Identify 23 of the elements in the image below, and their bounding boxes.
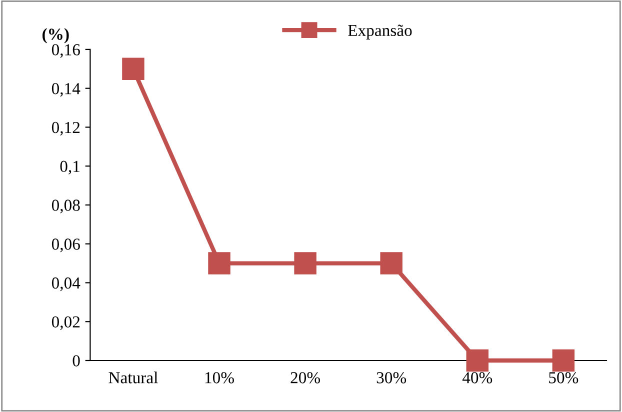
y-tick-label: 0,06	[52, 238, 80, 252]
point	[294, 252, 316, 274]
y-tick-label: 0,1	[60, 160, 80, 174]
x-tick-label: 30%	[376, 372, 406, 384]
legend-label: Expansão	[348, 24, 412, 40]
x-tick-label: 20%	[290, 372, 320, 384]
y-tick-label: 0,12	[52, 122, 80, 136]
y-tick-label: 0,08	[52, 200, 80, 214]
point	[380, 252, 402, 274]
point	[552, 349, 575, 372]
y-tick-label: 0,16	[52, 44, 80, 58]
x-tick-label: 40%	[462, 372, 492, 384]
y-tick-label: 0,04	[52, 277, 80, 292]
y-tick-label: 0,14	[52, 83, 80, 97]
y-axis-title: (%)	[42, 28, 69, 44]
x-tick-label: 50%	[549, 372, 578, 384]
x-tick-label: 10%	[205, 372, 234, 384]
point	[208, 252, 230, 274]
y-tick-label: 0,02	[52, 316, 80, 330]
point	[466, 349, 488, 372]
y-tick-label: 0	[72, 355, 80, 366]
x-tick-label: Natural	[108, 372, 158, 384]
point	[122, 58, 144, 80]
